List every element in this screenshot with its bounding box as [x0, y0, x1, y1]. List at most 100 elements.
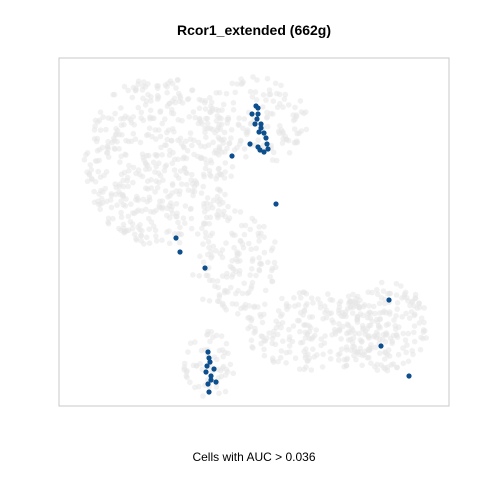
- background-cell-point: [196, 383, 202, 390]
- background-cell-point: [349, 310, 356, 316]
- background-cell-point: [120, 221, 127, 228]
- background-cell-point: [367, 322, 374, 329]
- background-cell-point: [253, 245, 259, 252]
- background-cell-point: [201, 220, 207, 226]
- background-cell-point: [215, 375, 222, 381]
- background-cell-point: [204, 195, 211, 201]
- background-cell-point: [304, 358, 311, 364]
- background-cell-point: [382, 356, 388, 362]
- background-cell-point: [347, 298, 354, 305]
- background-cell-point: [327, 348, 334, 355]
- background-cell-point: [178, 181, 185, 187]
- background-cell-point: [223, 90, 230, 97]
- background-cell-point: [225, 116, 232, 123]
- background-cell-point: [268, 142, 274, 149]
- background-cell-point: [113, 125, 119, 132]
- background-cell-point: [283, 136, 290, 143]
- highlighted-cell-point: [265, 146, 271, 152]
- background-cell-point: [177, 188, 183, 194]
- background-cell-point: [208, 248, 214, 255]
- background-cell-point: [241, 146, 248, 152]
- background-cell-point: [230, 107, 237, 113]
- highlighted-cell-point: [202, 265, 208, 271]
- background-cell-point: [341, 311, 348, 318]
- background-cell-point: [361, 302, 368, 308]
- background-cell-point: [236, 115, 242, 121]
- background-cell-point: [208, 173, 214, 180]
- background-cell-point: [137, 222, 143, 228]
- background-cell-point: [148, 94, 154, 100]
- background-cell-point: [421, 319, 427, 326]
- background-cell-point: [310, 334, 316, 341]
- background-cell-point: [253, 97, 260, 103]
- background-cell-point: [338, 336, 344, 342]
- background-cell-point: [374, 316, 380, 323]
- background-cell-point: [327, 296, 334, 303]
- background-cell-point: [97, 127, 104, 133]
- background-cell-point: [120, 183, 127, 190]
- background-cell-point: [223, 240, 229, 246]
- background-cell-point: [123, 152, 129, 158]
- background-cell-point: [270, 149, 277, 156]
- background-cell-point: [238, 76, 244, 82]
- background-cell-point: [366, 354, 372, 361]
- background-cell-point: [408, 309, 415, 315]
- background-cell-point: [148, 208, 154, 215]
- background-cell-point: [196, 105, 203, 112]
- background-cell-point: [156, 160, 162, 166]
- background-cell-point: [238, 81, 245, 87]
- background-cell-point: [260, 104, 266, 110]
- background-cell-point: [147, 107, 154, 114]
- background-cell-point: [95, 119, 101, 125]
- background-cell-point: [319, 364, 326, 370]
- background-cell-point: [187, 206, 194, 212]
- background-cell-point: [357, 337, 364, 343]
- background-cell-point: [291, 139, 298, 146]
- highlighted-cell-point: [206, 355, 212, 361]
- background-cell-point: [198, 190, 205, 196]
- background-cell-point: [264, 115, 270, 121]
- background-cell-point: [217, 188, 223, 194]
- background-cell-point: [253, 272, 259, 279]
- background-cell-point: [418, 334, 424, 341]
- x-axis-label: Cells with AUC > 0.036: [192, 450, 315, 464]
- background-cell-point: [270, 355, 276, 362]
- background-cell-point: [356, 351, 362, 358]
- background-cell-point: [169, 80, 176, 87]
- background-cell-point: [393, 332, 400, 339]
- background-cell-point: [219, 273, 226, 279]
- background-cell-point: [146, 125, 153, 131]
- highlighted-cell-point: [258, 125, 264, 131]
- background-cell-point: [213, 248, 219, 254]
- background-cell-point: [228, 127, 235, 133]
- background-cell-point: [175, 117, 182, 123]
- background-cell-point: [371, 303, 377, 310]
- background-cell-point: [171, 156, 178, 163]
- background-cell-point: [111, 145, 118, 152]
- background-cell-point: [254, 77, 260, 83]
- background-cell-point: [118, 198, 124, 204]
- background-cell-point: [278, 82, 284, 89]
- background-cell-point: [197, 253, 203, 260]
- background-cell-point: [282, 91, 289, 98]
- background-cell-point: [199, 121, 205, 127]
- background-cell-point: [260, 92, 267, 98]
- background-cell-point: [162, 116, 168, 122]
- background-cell-point: [166, 202, 173, 209]
- background-cell-point: [143, 132, 150, 139]
- background-cell-point: [393, 313, 399, 319]
- background-cell-point: [261, 311, 267, 318]
- background-cell-point: [248, 246, 254, 253]
- background-cell-point: [403, 349, 410, 356]
- background-cell-point: [345, 293, 352, 300]
- background-cell-point: [351, 352, 357, 359]
- background-cell-point: [207, 157, 214, 164]
- background-cell-point: [181, 360, 188, 367]
- background-cell-point: [165, 80, 171, 87]
- background-cell-point: [198, 347, 205, 354]
- background-cell-point: [206, 220, 213, 227]
- background-cell-point: [325, 291, 331, 297]
- background-cell-point: [220, 101, 227, 108]
- background-cell-point: [381, 296, 388, 303]
